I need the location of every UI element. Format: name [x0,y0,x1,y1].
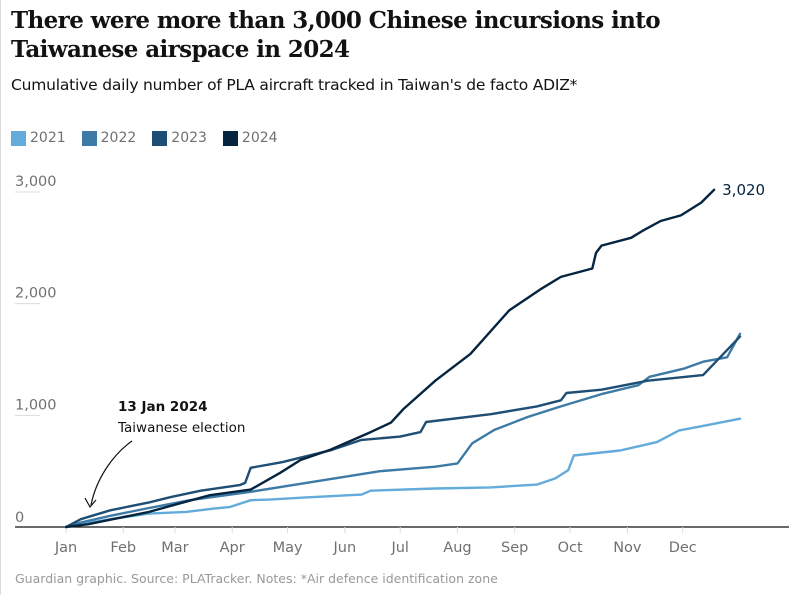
series-line-2022 [64,332,742,529]
legend-item-2021: 2021 [11,130,66,146]
legend-swatch-2022 [81,130,97,146]
x-tick-label: Aug [443,540,471,556]
legend-label-2021: 2021 [30,130,66,146]
x-tick-label: Feb [110,540,136,556]
legend-swatch-2023 [152,130,168,146]
x-tick-label: May [273,540,303,556]
legend-item-2023: 2023 [152,130,207,146]
y-tick-label: 0 [15,510,24,526]
line-chart: 0 1,000 2,000 3,000 Jan Feb Mar Apr May Jun Jul Au… [15,174,789,556]
x-tick-label: Sep [501,540,528,556]
x-tick-label: Dec [669,540,697,556]
series-line-2021 [64,417,742,529]
legend-label-2024: 2024 [241,130,278,146]
end-label-2024: 3,020 [722,181,765,199]
legend-label-2022: 2022 [100,130,137,146]
chart-title: There were more than 3,000 Chinese incur… [11,7,661,63]
x-tick-label: Jan [54,540,77,556]
annotation-arrowhead [84,497,97,509]
left-border [0,0,1,595]
series-lines [64,188,742,529]
x-tick-label: Apr [220,540,245,556]
x-tick-label: Jun [333,540,357,556]
series-line-2023 [64,335,742,529]
y-tick-label: 3,000 [15,174,57,190]
legend-item-2022: 2022 [81,130,137,146]
x-tick-label: Oct [558,540,583,556]
y-tick-label: 2,000 [15,286,57,302]
series-line-2024 [64,188,716,529]
y-tick-label: 1,000 [15,397,57,413]
legend-swatch-2024 [222,130,238,146]
legend-swatch-2021 [11,130,26,146]
x-tick-label: Jul [390,540,409,556]
x-tick-label: Nov [613,540,642,556]
legend-label-2023: 2023 [171,130,207,146]
annotation-arrow [90,440,133,506]
x-axis: Jan Feb Mar Apr May Jun Jul Aug Sep Oct Nov Dec [15,526,789,556]
election-annotation: 13 Jan 2024 Taiwanese election [84,399,246,509]
footer-source: Guardian graphic. Source: PLATracker. No… [15,571,498,586]
chart-subtitle: Cumulative daily number of PLA aircraft … [11,76,578,94]
y-axis: 0 1,000 2,000 3,000 [15,174,57,526]
annotation-text: Taiwanese election [117,420,246,436]
x-tick-label: Mar [161,540,188,556]
legend-item-2024: 2024 [222,130,278,146]
annotation-date: 13 Jan 2024 [118,399,208,415]
legend: 2021 2022 2023 2024 [11,130,278,146]
